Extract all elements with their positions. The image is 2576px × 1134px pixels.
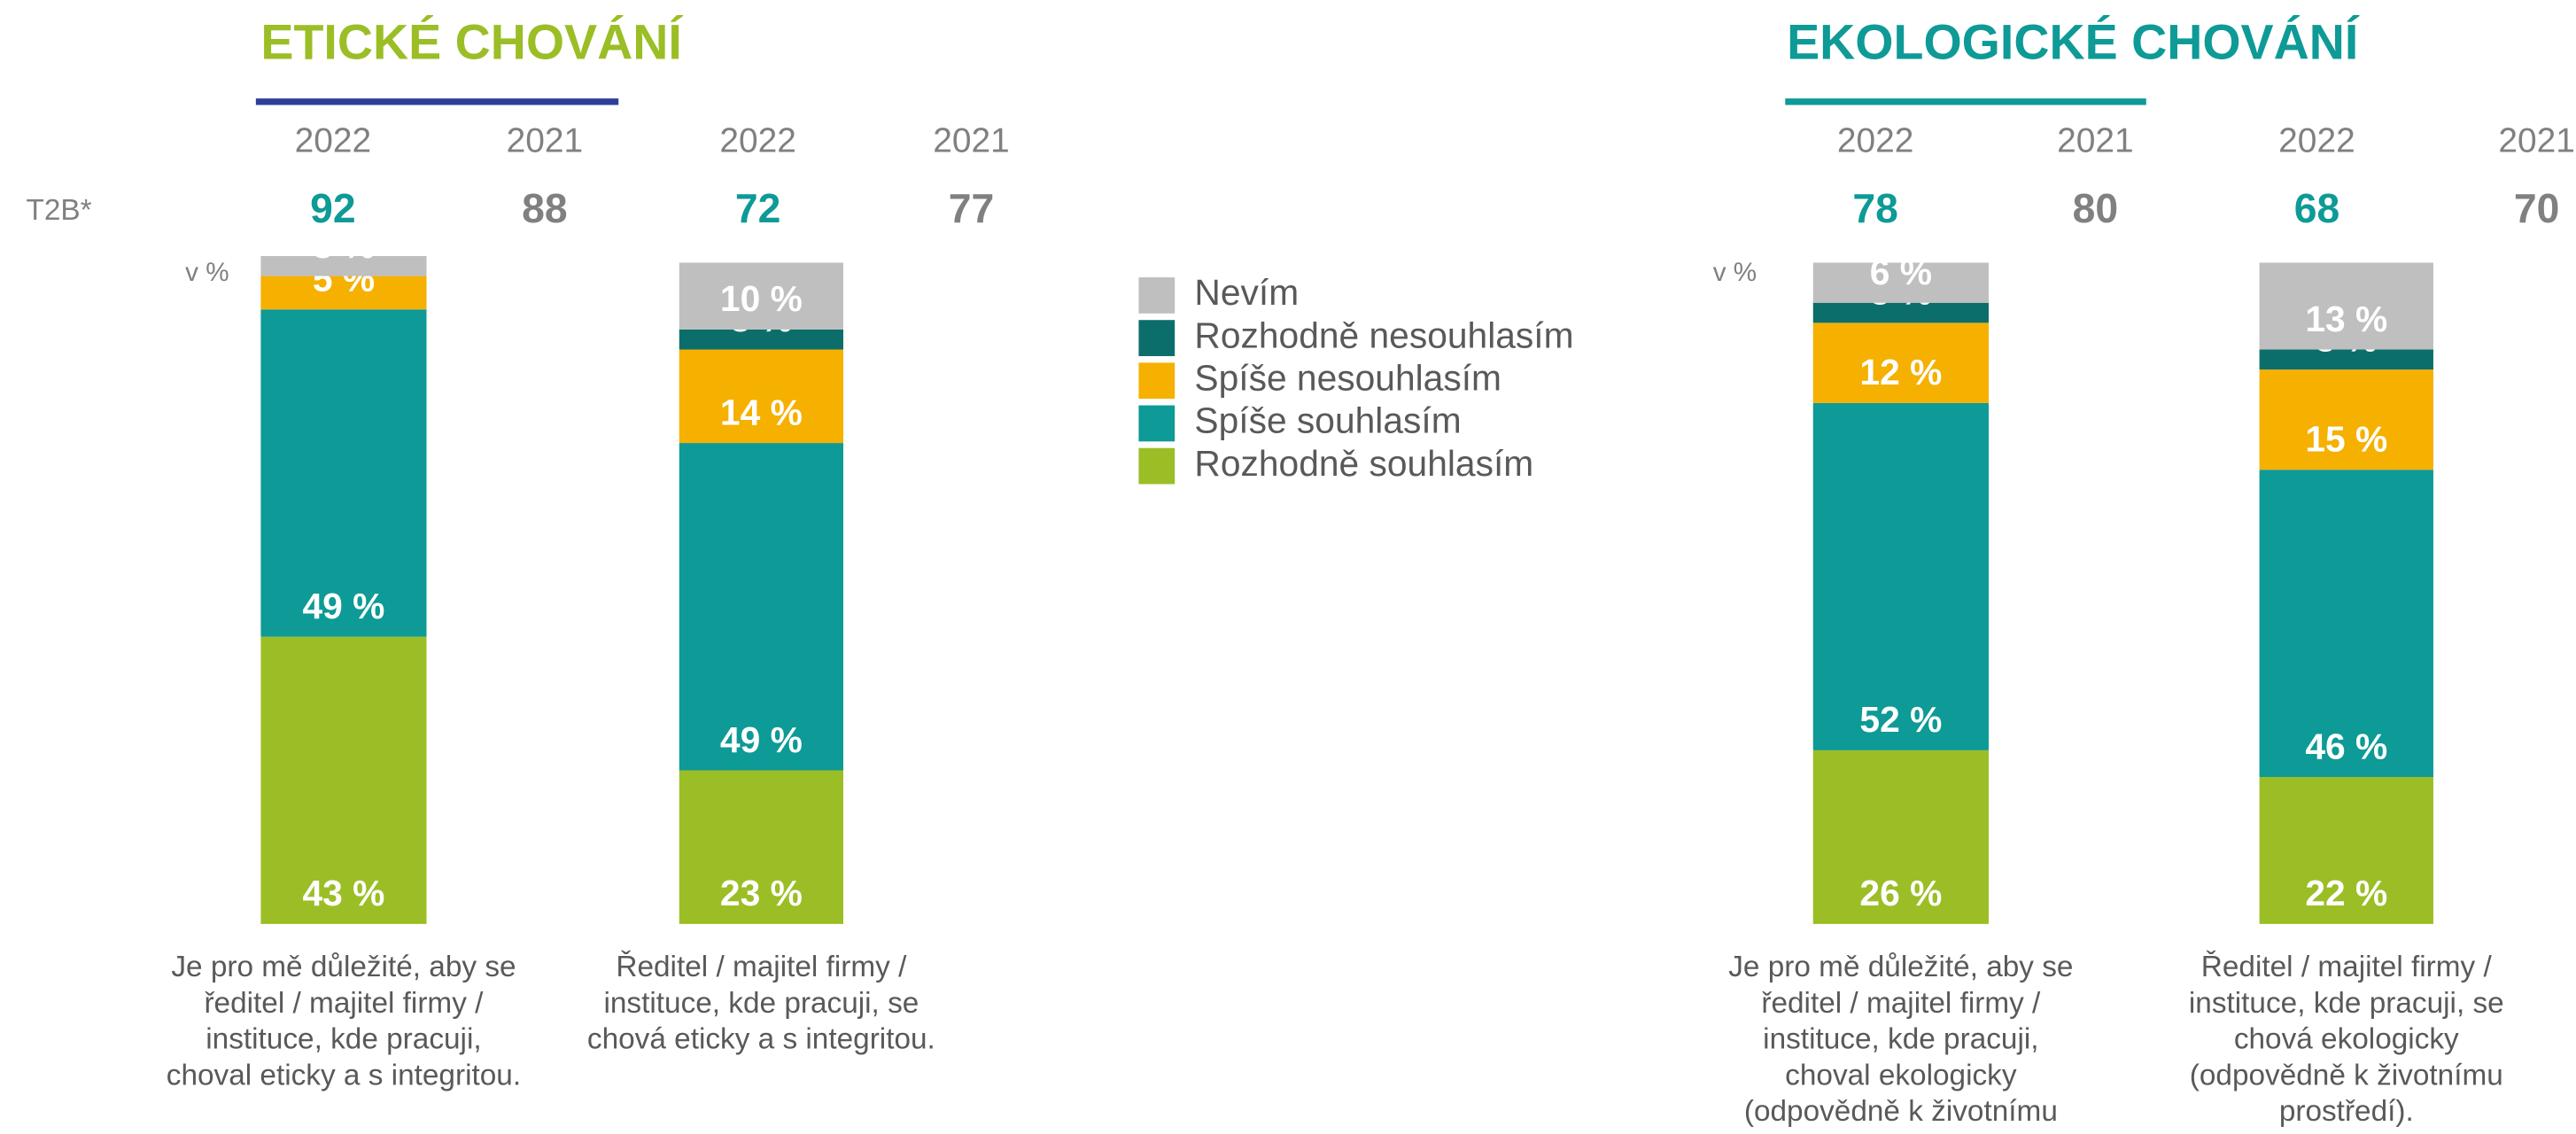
value-label: 49 %: [303, 586, 385, 626]
bar-segment: [260, 276, 427, 310]
bar-segment: [679, 770, 844, 924]
category-label-box: Je pro mě důležité, aby se ředitel / maj…: [166, 950, 522, 1091]
bar-segment: [2259, 470, 2433, 778]
year-label: 2022: [1837, 121, 1914, 159]
year-label: 2022: [719, 121, 796, 159]
category-label-box: Ředitel / majitel firmy / instituce, kde…: [586, 950, 935, 1056]
value-label: 14 %: [720, 392, 803, 432]
t2b-value: 72: [735, 185, 780, 231]
panel-title: EKOLOGICKÉ CHOVÁNÍ: [1787, 15, 2360, 70]
legend-swatch: [1138, 277, 1175, 314]
value-label: 43 %: [303, 873, 385, 913]
bar-segment: [679, 329, 844, 350]
value-label: 49 %: [720, 719, 803, 760]
t2b-value: 70: [2514, 185, 2560, 231]
value-label: 52 %: [1859, 699, 1942, 740]
year-label: 2021: [507, 121, 584, 159]
category-label: Ředitel / majitel firmy / instituce, kde…: [586, 950, 935, 1056]
bar-segment: [1812, 750, 1989, 924]
t2b-value: 92: [310, 185, 356, 231]
legend-swatch: [1138, 447, 1175, 485]
t2b-value: 80: [2073, 185, 2119, 231]
value-label: 12 %: [1859, 352, 1942, 392]
value-label: 6 %: [1870, 252, 1932, 292]
value-label: 23 %: [720, 873, 803, 913]
bar-segment: [260, 255, 427, 276]
year-label: 2021: [2498, 121, 2575, 159]
category-label: Je pro mě důležité, aby se ředitel / maj…: [166, 950, 522, 1091]
unit-label: v %: [1713, 258, 1757, 287]
legend-label: Rozhodně nesouhlasím: [1194, 315, 1573, 355]
value-label: 15 %: [2305, 419, 2387, 460]
value-label: 46 %: [2305, 726, 2387, 766]
legend-swatch: [1138, 320, 1175, 356]
bar-segment: [260, 636, 427, 924]
legend-swatch: [1138, 405, 1175, 442]
t2b-value: 68: [2294, 185, 2340, 231]
year-label: 2021: [2057, 121, 2134, 159]
category-label-box: Ředitel / majitel firmy / instituce, kde…: [2188, 950, 2504, 1128]
value-label: 22 %: [2305, 873, 2387, 913]
legend-label: Spíše souhlasím: [1194, 400, 1461, 441]
bar-segment: [260, 309, 427, 637]
category-label: Je pro mě důležité, aby se ředitel / maj…: [1728, 950, 2074, 1134]
legend-label: Rozhodně souhlasím: [1194, 443, 1533, 484]
comparison-label: T2B*: [27, 194, 92, 227]
value-label: 13 %: [2305, 299, 2387, 339]
year-label: 2021: [933, 121, 1010, 159]
bar-segment: [2259, 262, 2433, 350]
panel-title: ETICKÉ CHOVÁNÍ: [260, 15, 683, 70]
year-label: 2022: [2278, 121, 2355, 159]
bar-segment: [1812, 262, 1989, 303]
bar-segment: [2259, 349, 2433, 370]
legend-label: Nevím: [1194, 272, 1299, 313]
year-label: 2022: [295, 121, 372, 159]
category-label: Ředitel / majitel firmy / instituce, kde…: [2188, 950, 2504, 1128]
legend-swatch: [1138, 362, 1175, 400]
value-label: 10 %: [720, 278, 803, 319]
bar-segment: [2259, 369, 2433, 470]
legend-label: Spíše nesouhlasím: [1194, 358, 1501, 399]
bar-segment: [679, 349, 844, 444]
value-label: 3 %: [313, 225, 375, 266]
bar-segment: [1812, 302, 1989, 323]
value-label: 26 %: [1859, 873, 1942, 913]
bar-segment: [679, 443, 844, 771]
category-label-box: Je pro mě důležité, aby se ředitel / maj…: [1728, 950, 2074, 1134]
t2b-value: 77: [949, 185, 995, 231]
bar-segment: [1812, 402, 1989, 750]
t2b-value: 78: [1852, 185, 1898, 231]
bar-segment: [1812, 322, 1989, 403]
t2b-value: 88: [522, 185, 567, 231]
bar-segment: [2259, 777, 2433, 924]
bar-segment: [679, 262, 844, 330]
unit-label: v %: [185, 258, 229, 287]
